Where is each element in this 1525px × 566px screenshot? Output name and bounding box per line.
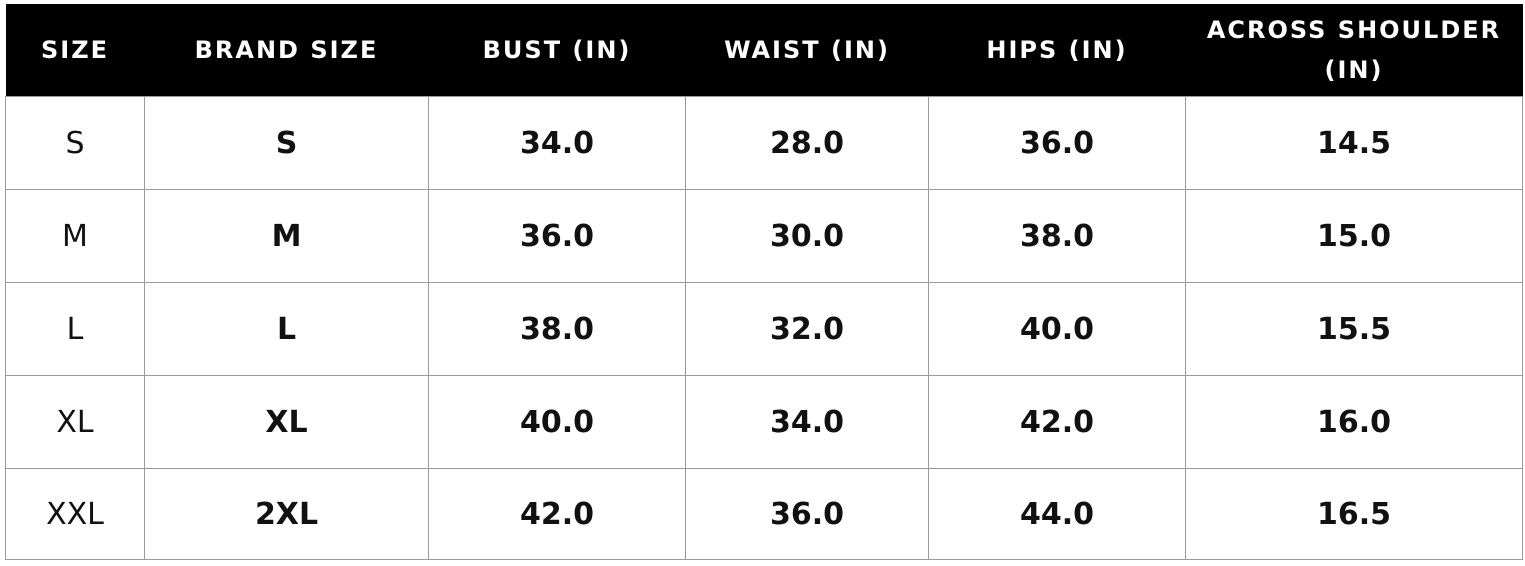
cell-brand-size: XL: [144, 375, 429, 469]
header-bust: BUST (IN): [428, 4, 686, 97]
cell-hips: 44.0: [928, 468, 1186, 560]
header-size: SIZE: [5, 4, 145, 97]
header-row: SIZE BRAND SIZE BUST (IN) WAIST (IN) HIP…: [5, 4, 1523, 97]
cell-hips: 42.0: [928, 375, 1186, 469]
header-across-shoulder: ACROSS SHOULDER (IN): [1185, 4, 1523, 97]
cell-brand-size: S: [144, 96, 429, 190]
cell-bust: 42.0: [428, 468, 686, 560]
table-row: M M 36.0 30.0 38.0 15.0: [5, 189, 1523, 283]
cell-brand-size: M: [144, 189, 429, 283]
cell-size: XXL: [5, 468, 145, 560]
cell-bust: 40.0: [428, 375, 686, 469]
cell-waist: 36.0: [685, 468, 929, 560]
cell-across-shoulder: 16.0: [1185, 375, 1523, 469]
cell-waist: 28.0: [685, 96, 929, 190]
table-row: XXL 2XL 42.0 36.0 44.0 16.5: [5, 468, 1523, 560]
cell-brand-size: 2XL: [144, 468, 429, 560]
cell-size: XL: [5, 375, 145, 469]
cell-hips: 40.0: [928, 282, 1186, 376]
cell-bust: 38.0: [428, 282, 686, 376]
cell-bust: 34.0: [428, 96, 686, 190]
size-chart-header: SIZE BRAND SIZE BUST (IN) WAIST (IN) HIP…: [5, 4, 1523, 97]
cell-across-shoulder: 16.5: [1185, 468, 1523, 560]
table-row: XL XL 40.0 34.0 42.0 16.0: [5, 375, 1523, 469]
cell-size: S: [5, 96, 145, 190]
cell-size: L: [5, 282, 145, 376]
cell-bust: 36.0: [428, 189, 686, 283]
cell-across-shoulder: 14.5: [1185, 96, 1523, 190]
header-waist: WAIST (IN): [685, 4, 929, 97]
cell-hips: 38.0: [928, 189, 1186, 283]
table-row: L L 38.0 32.0 40.0 15.5: [5, 282, 1523, 376]
header-brand-size: BRAND SIZE: [144, 4, 429, 97]
cell-brand-size: L: [144, 282, 429, 376]
size-chart-body: S S 34.0 28.0 36.0 14.5 M M 36.0 30.0 38…: [5, 96, 1523, 560]
table-row: S S 34.0 28.0 36.0 14.5: [5, 96, 1523, 190]
cell-waist: 34.0: [685, 375, 929, 469]
header-hips: HIPS (IN): [928, 4, 1186, 97]
cell-across-shoulder: 15.0: [1185, 189, 1523, 283]
cell-hips: 36.0: [928, 96, 1186, 190]
cell-across-shoulder: 15.5: [1185, 282, 1523, 376]
cell-size: M: [5, 189, 145, 283]
cell-waist: 30.0: [685, 189, 929, 283]
size-chart-table: SIZE BRAND SIZE BUST (IN) WAIST (IN) HIP…: [5, 4, 1523, 560]
cell-waist: 32.0: [685, 282, 929, 376]
